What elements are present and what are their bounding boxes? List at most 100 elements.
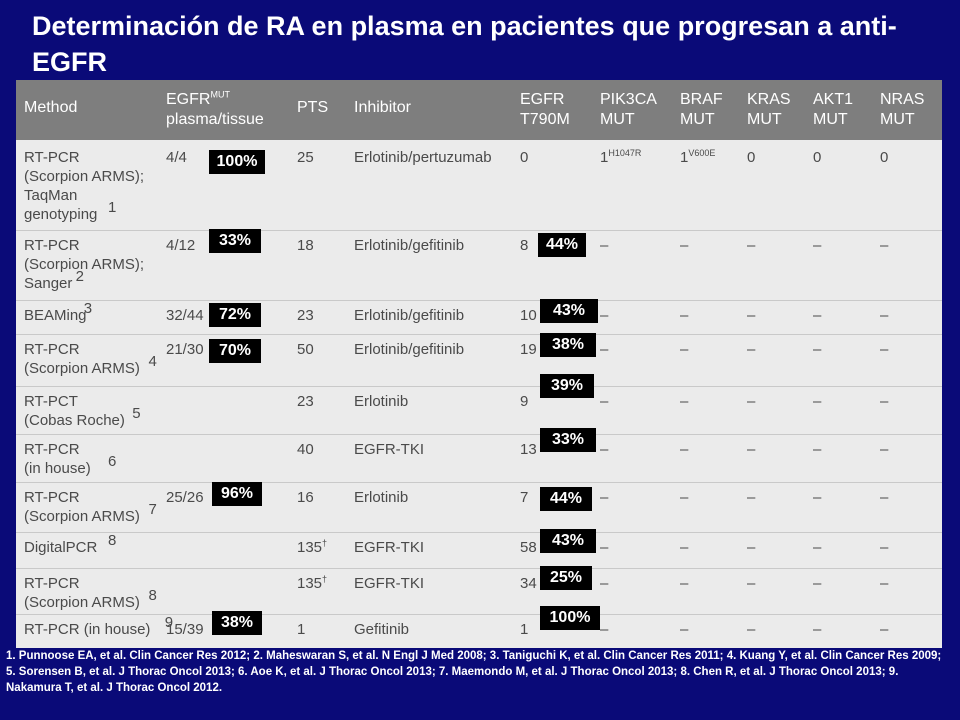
method-cell: RT-PCT (Cobas Roche) [24,393,125,429]
braf-cell: – [680,539,689,556]
header-pik3ca: PIK3CA MUT [600,91,657,128]
row-divider [16,334,942,335]
akt1-cell: 0 [813,149,822,166]
t790m-cell: 34 [520,575,537,592]
egfr-cell: 21/30 [166,341,204,358]
pts-superscript: † [322,574,328,584]
t790m-percentage-badge: 44% [540,487,592,511]
pik3ca-cell: – [600,237,609,254]
t790m-cell: 8 [520,237,529,254]
inhibitor-cell: EGFR-TKI [354,575,424,592]
akt1-cell: – [813,621,822,638]
egfr-cell: 32/44 [166,307,204,324]
t790m-cell: 0 [520,149,529,166]
t790m-percentage-badge: 44% [538,233,586,257]
akt1-cell: – [813,393,822,410]
braf-cell: – [680,393,689,410]
kras-cell: – [747,341,756,358]
reference-number: 7 [148,501,157,518]
t790m-cell: 10 [520,307,537,324]
braf-cell: – [680,621,689,638]
t790m-cell: 1 [520,621,529,638]
reference-number: 8 [148,587,157,604]
kras-cell: – [747,489,756,506]
reference-number: 2 [75,268,84,285]
t790m-percentage-badge: 25% [540,566,592,590]
inhibitor-cell: Gefitinib [354,621,410,638]
braf-superscript: V600E [688,148,716,158]
references-footnote: 1. Punnoose EA, et al. Clin Cancer Res 2… [6,650,942,694]
study-table: Method EGFRMUT plasma/tissue PTS Inhibito… [16,80,942,648]
header-egfr: EGFRMUT plasma/tissue [166,89,264,128]
method-cell: RT-PCR (in house) [24,441,91,477]
nras-cell: – [880,307,889,324]
pik3ca-cell: – [600,341,609,358]
method-cell: RT-PCR (Scorpion ARMS); TaqMan genotypin… [24,149,145,223]
akt1-cell: – [813,539,822,556]
kras-cell: – [747,441,756,458]
reference-number: 8 [108,532,117,549]
reference-number: 5 [132,405,141,422]
inhibitor-cell: Erlotinib [354,393,409,410]
reference-number: 1 [108,199,117,216]
braf-cell: – [680,307,689,324]
t790m-cell: 7 [520,489,529,506]
row-divider [16,230,942,231]
pik3ca-cell: – [600,575,609,592]
pts-cell: 18 [297,237,314,254]
inhibitor-cell: Erlotinib/gefitinib [354,341,465,358]
method-cell: BEAMing [24,307,87,324]
akt1-cell: – [813,307,822,324]
pts-cell: 40 [297,441,314,458]
header-pts: PTS [297,99,329,116]
t790m-cell: 13 [520,441,537,458]
pik3ca-superscript: H1047R [608,148,642,158]
egfr-cell: 4/12 [166,237,196,254]
method-cell: RT-PCR (Scorpion ARMS) [24,575,140,611]
nras-cell: – [880,393,889,410]
kras-cell: – [747,393,756,410]
nras-cell: – [880,539,889,556]
kras-cell: – [747,307,756,324]
braf-cell: – [680,489,689,506]
reference-number: 3 [83,300,93,317]
pts-cell: 25 [297,149,314,166]
akt1-cell: – [813,341,822,358]
row-divider [16,532,942,533]
akt1-cell: – [813,575,822,592]
pik3ca-cell: – [600,539,609,556]
braf-cell: – [680,441,689,458]
reference-number: 4 [148,353,157,370]
pik3ca-cell: – [600,621,609,638]
header-akt1: AKT1 MUT [813,91,854,128]
t790m-percentage-badge: 100% [540,606,600,630]
t790m-percentage-badge: 43% [540,529,596,553]
reference-number: 6 [108,453,117,470]
pik3ca-cell: – [600,441,609,458]
nras-cell: – [880,489,889,506]
kras-cell: – [747,539,756,556]
pts-superscript: † [322,538,328,548]
t790m-percentage-badge: 33% [540,428,596,452]
akt1-cell: – [813,237,822,254]
braf-cell: – [680,341,689,358]
pts-cell: 23 [297,307,314,324]
header-method: Method [24,99,78,116]
egfr-percentage-badge: 70% [209,339,261,363]
kras-cell: – [747,237,756,254]
header-egfr-t790m: EGFR T790M [520,91,570,128]
pts-cell: 135† [297,538,328,557]
header-kras: KRAS MUT [747,91,791,128]
egfr-cell: 15/39 [166,621,204,638]
nras-cell: – [880,441,889,458]
egfr-percentage-badge: 96% [212,482,262,506]
egfr-percentage-badge: 33% [209,229,261,253]
method-cell: RT-PCR (Scorpion ARMS) [24,341,140,377]
pik3ca-cell: 1H1047R [600,148,642,167]
inhibitor-cell: Erlotinib/gefitinib [354,307,465,324]
method-cell: RT-PCR (Scorpion ARMS); Sanger [24,237,145,292]
slide-title: Determinación de RA en plasma en pacient… [32,11,897,77]
header-nras: NRAS MUT [880,91,925,128]
nras-cell: – [880,237,889,254]
akt1-cell: – [813,441,822,458]
